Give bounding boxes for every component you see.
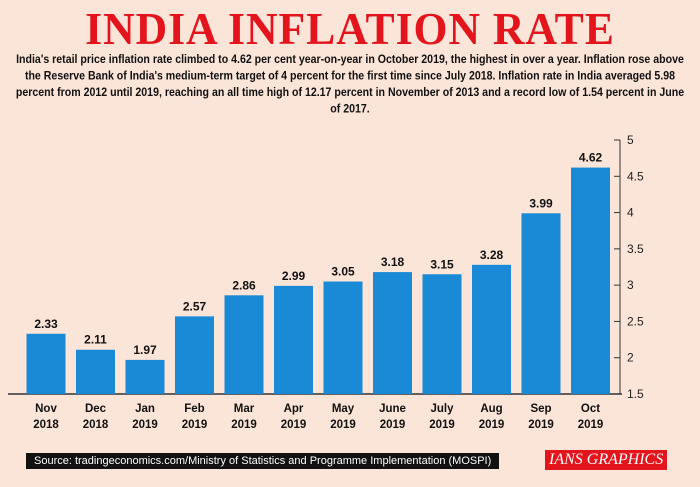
x-tick-label-month: Apr <box>284 403 304 415</box>
bar <box>472 264 511 394</box>
bar-chart: 1.5 2 2.5 3 3.5 4 4.5 5 2.33 Nov 2018 2.11 Dec 2018 1.… <box>8 133 644 431</box>
bar <box>175 316 214 394</box>
source-note: Source: tradingeconomics.com/Ministry of… <box>26 453 500 469</box>
x-tick-label-month: May <box>332 403 355 415</box>
x-tick-label-year: 2019 <box>132 419 158 431</box>
data-label: 3.18 <box>381 255 405 269</box>
y-tick-label: 5 <box>627 133 634 147</box>
y-tick-label: 2 <box>627 351 634 365</box>
x-tick-label-month: Feb <box>184 403 204 415</box>
x-tick-label-month: July <box>430 403 454 415</box>
bar <box>373 272 412 394</box>
data-label: 2.99 <box>282 269 306 283</box>
x-tick-label-month: Dec <box>85 403 107 415</box>
bar <box>26 333 66 394</box>
description: India's retail price inflation rate clim… <box>15 53 685 116</box>
y-tick-label: 4 <box>627 206 634 220</box>
y-tick-label: 3 <box>627 278 634 292</box>
x-tick-label-month: Sep <box>530 403 551 415</box>
y-tick-label: 2.5 <box>627 314 644 328</box>
data-label: 2.33 <box>34 317 58 331</box>
bar <box>521 213 561 394</box>
data-label: 2.86 <box>232 278 256 292</box>
x-tick-label-month: Aug <box>480 403 502 415</box>
x-tick-label-year: 2018 <box>33 419 59 431</box>
page-title: INDIA INFLATION RATE <box>85 3 615 54</box>
bar <box>571 167 610 394</box>
x-tick-label-month: Jan <box>135 403 155 415</box>
y-tick-label: 3.5 <box>627 242 644 256</box>
x-tick-label-year: 2019 <box>429 419 455 431</box>
x-tick-label-year: 2019 <box>281 419 307 431</box>
data-label: 1.97 <box>133 343 157 357</box>
bar <box>224 295 264 394</box>
x-tick-label-month: June <box>379 403 406 415</box>
x-tick-label-year: 2019 <box>479 419 505 431</box>
y-tick-label: 1.5 <box>627 387 644 401</box>
x-tick-label-year: 2019 <box>182 419 208 431</box>
data-label: 3.15 <box>430 257 454 271</box>
x-tick-label-year: 2019 <box>380 419 406 431</box>
data-label: 3.99 <box>529 196 553 210</box>
data-label: 2.57 <box>183 299 207 313</box>
x-tick-label-year: 2018 <box>83 419 109 431</box>
x-tick-label-year: 2019 <box>578 419 604 431</box>
x-tick-label-month: Mar <box>234 403 255 415</box>
bar <box>76 349 115 394</box>
y-tick-label: 4.5 <box>627 169 644 183</box>
data-label: 4.62 <box>579 151 603 165</box>
x-tick-label-year: 2019 <box>231 419 257 431</box>
bar <box>323 281 363 394</box>
bar <box>422 274 462 394</box>
data-label: 3.28 <box>480 248 504 262</box>
data-label: 3.05 <box>331 265 355 279</box>
x-tick-label-year: 2019 <box>528 419 554 431</box>
x-tick-label-month: Oct <box>581 403 600 415</box>
bar <box>274 285 313 394</box>
x-tick-label-month: Nov <box>35 403 57 415</box>
brand-logo: IANS GRAPHICS <box>545 450 668 470</box>
bar <box>125 359 165 394</box>
data-label: 2.11 <box>84 333 107 347</box>
x-tick-label-year: 2019 <box>330 419 356 431</box>
